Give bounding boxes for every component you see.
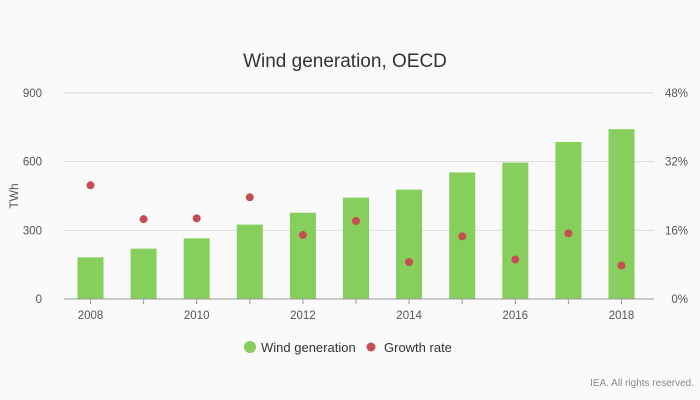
y-tick-label: 900 xyxy=(23,88,42,100)
bar-wind-generation-2009[interactable] xyxy=(130,248,157,299)
axes-layer: 0 300 600 900 0% 16% 32% 48% 2008 2010 2012 2014 201… xyxy=(23,88,688,322)
bar-wind-generation-2016[interactable] xyxy=(502,162,529,299)
bar-wind-generation-2014[interactable] xyxy=(396,189,423,299)
point-growth-rate-2010[interactable] xyxy=(192,214,201,223)
legend-label-growth-rate: Growth rate xyxy=(384,340,452,355)
chart-title: Wind generation, OECD xyxy=(243,51,447,72)
point-growth-rate-2015[interactable] xyxy=(458,232,467,241)
legend-item-wind-generation[interactable]: Wind generation xyxy=(244,340,356,355)
point-growth-rate-2009[interactable] xyxy=(139,215,148,224)
point-growth-rate-2011[interactable] xyxy=(245,193,254,202)
legend-label-wind-generation: Wind generation xyxy=(261,340,356,355)
y2-tick-label: 32% xyxy=(665,157,688,169)
bar-wind-generation-2013[interactable] xyxy=(343,197,369,299)
bars-layer xyxy=(77,129,635,299)
x-tick-label: 2016 xyxy=(503,310,529,322)
point-growth-rate-2012[interactable] xyxy=(298,231,307,240)
x-tick-label: 2018 xyxy=(609,310,635,322)
y2-tick-label: 16% xyxy=(665,225,688,237)
point-growth-rate-2008[interactable] xyxy=(86,181,95,190)
legend-item-growth-rate[interactable]: Growth rate xyxy=(366,340,452,355)
x-tick-label: 2012 xyxy=(290,310,316,322)
bar-wind-generation-2010[interactable] xyxy=(183,238,210,299)
point-growth-rate-2016[interactable] xyxy=(511,255,520,264)
y2-tick-label: 0% xyxy=(671,294,688,306)
bar-wind-generation-2017[interactable] xyxy=(555,141,582,299)
credit-text: IEA. All rights reserved. xyxy=(590,378,694,389)
y-tick-label: 600 xyxy=(23,157,42,169)
bar-wind-generation-2012[interactable] xyxy=(289,212,316,299)
y-tick-label: 0 xyxy=(36,294,42,306)
point-growth-rate-2013[interactable] xyxy=(352,216,360,225)
y2-tick-label: 48% xyxy=(665,88,688,100)
bar-wind-generation-2008[interactable] xyxy=(77,257,104,299)
bar-wind-generation-2011[interactable] xyxy=(236,224,263,299)
bar-wind-generation-2018[interactable] xyxy=(608,129,635,299)
legend-swatch-growth-rate xyxy=(366,342,376,352)
y-tick-label: 300 xyxy=(23,225,42,237)
point-growth-rate-2017[interactable] xyxy=(564,229,573,238)
points-layer xyxy=(86,181,626,270)
x-tick-label: 2008 xyxy=(78,310,104,322)
legend[interactable]: Wind generation Growth rate xyxy=(244,340,452,355)
point-growth-rate-2018[interactable] xyxy=(617,261,626,270)
point-growth-rate-2014[interactable] xyxy=(405,258,414,267)
legend-swatch-wind-generation xyxy=(244,341,256,353)
x-tick-label: 2010 xyxy=(184,310,210,322)
x-tick-label: 2014 xyxy=(396,310,422,322)
y-axis-label: TWh xyxy=(7,183,21,208)
